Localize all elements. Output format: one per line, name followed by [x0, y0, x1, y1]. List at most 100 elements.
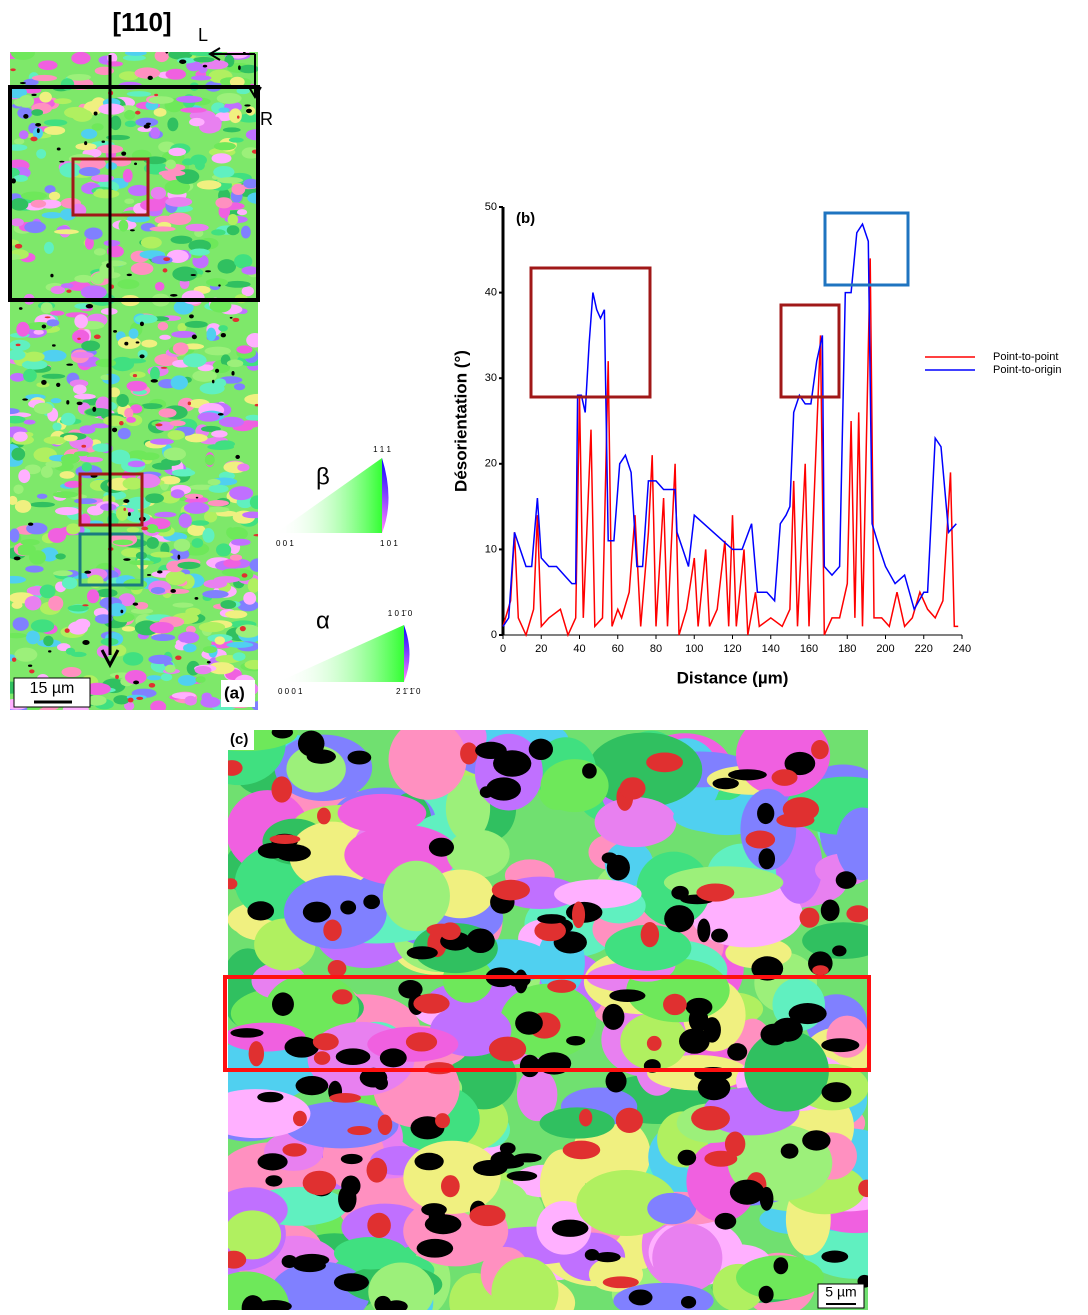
grain-boundary [646, 1035, 662, 1051]
grain [160, 673, 173, 682]
grain [130, 608, 154, 614]
grain-boundary [82, 639, 90, 646]
grain-boundary [528, 738, 554, 761]
grain [124, 407, 134, 419]
grain-boundary [23, 114, 29, 119]
grain-boundary [257, 1153, 288, 1171]
grain [39, 91, 52, 103]
grain-boundary [493, 750, 532, 777]
grain [171, 469, 196, 477]
grain-boundary [691, 1106, 730, 1131]
x-tick-label: 60 [612, 643, 624, 655]
ipf-corner: 1 0 1̄ 0 [388, 609, 413, 618]
grain-boundary [127, 512, 131, 517]
grain-boundary [211, 379, 215, 384]
grain-boundary [230, 1028, 264, 1038]
grain-boundary [772, 1017, 803, 1042]
grain [71, 52, 91, 65]
grain [112, 539, 133, 546]
grain [10, 528, 20, 543]
grain-boundary [76, 401, 83, 406]
grain [67, 73, 92, 81]
grain-boundary [615, 1107, 643, 1133]
grain-boundary [727, 1043, 748, 1061]
grain [72, 329, 90, 344]
grain [10, 218, 24, 227]
grain-boundary [256, 1300, 292, 1310]
grain [172, 266, 198, 282]
scale-label: 5 µm [825, 1284, 856, 1300]
grain [14, 500, 32, 513]
grain [78, 167, 101, 177]
grain [68, 621, 89, 635]
grain [91, 174, 115, 182]
grain-boundary [220, 332, 226, 338]
grain [149, 621, 174, 634]
grain [60, 412, 76, 426]
grain-boundary [241, 1295, 265, 1310]
grain [124, 109, 136, 120]
grain-boundary [28, 522, 34, 526]
grain [663, 866, 784, 899]
grain-boundary [385, 1300, 408, 1310]
grain [23, 351, 45, 362]
grain [117, 336, 141, 349]
grain [80, 285, 107, 300]
grain-boundary [846, 905, 868, 923]
grain [18, 95, 35, 108]
grain-boundary [714, 1212, 737, 1230]
grain [31, 74, 58, 82]
grain [118, 71, 139, 81]
grain-boundary [711, 928, 728, 943]
grain-boundary [132, 602, 139, 606]
grain [217, 177, 244, 184]
grain [178, 631, 200, 644]
grain [108, 387, 120, 398]
ipf-symbol: α [316, 607, 330, 634]
grain [247, 192, 258, 204]
grain [227, 213, 239, 226]
grain-boundary [41, 324, 47, 329]
grain-boundary [31, 93, 37, 97]
grain [14, 647, 38, 662]
grain-boundary [50, 273, 54, 278]
grain-boundary [745, 830, 776, 849]
grain [226, 225, 240, 236]
grain-boundary [704, 1150, 738, 1167]
grain-boundary [499, 1142, 516, 1155]
grain-boundary [812, 965, 829, 976]
grain [160, 476, 181, 485]
ipf-triangle-overlay [276, 458, 382, 533]
grain [213, 576, 240, 583]
grain-boundary [147, 75, 153, 81]
x-tick-label: 20 [535, 643, 547, 655]
grain [43, 635, 54, 647]
grain-boundary [81, 444, 87, 448]
grain [165, 588, 190, 594]
grain-boundary [101, 140, 106, 143]
grain [84, 227, 103, 240]
grain-boundary [602, 1276, 639, 1289]
grain [134, 314, 158, 324]
grain [647, 1192, 697, 1225]
grain-boundary [231, 370, 235, 376]
grain-boundary [59, 160, 65, 163]
grain [382, 860, 450, 932]
grain [92, 443, 112, 453]
grain-boundary [195, 496, 199, 499]
grain-boundary [515, 1011, 543, 1035]
grain-boundary [218, 284, 221, 287]
grain [333, 1237, 408, 1270]
grain [244, 393, 258, 405]
grain [43, 436, 67, 445]
grain [165, 68, 186, 80]
grain [195, 676, 206, 683]
grain [43, 119, 68, 126]
x-tick-label: 80 [650, 643, 662, 655]
grain-boundary [780, 1143, 799, 1159]
grain [243, 178, 258, 189]
grain [150, 366, 160, 381]
scale-label: 15 µm [30, 680, 75, 697]
grain [10, 144, 28, 151]
ipf-triangle-overlay [278, 625, 404, 682]
